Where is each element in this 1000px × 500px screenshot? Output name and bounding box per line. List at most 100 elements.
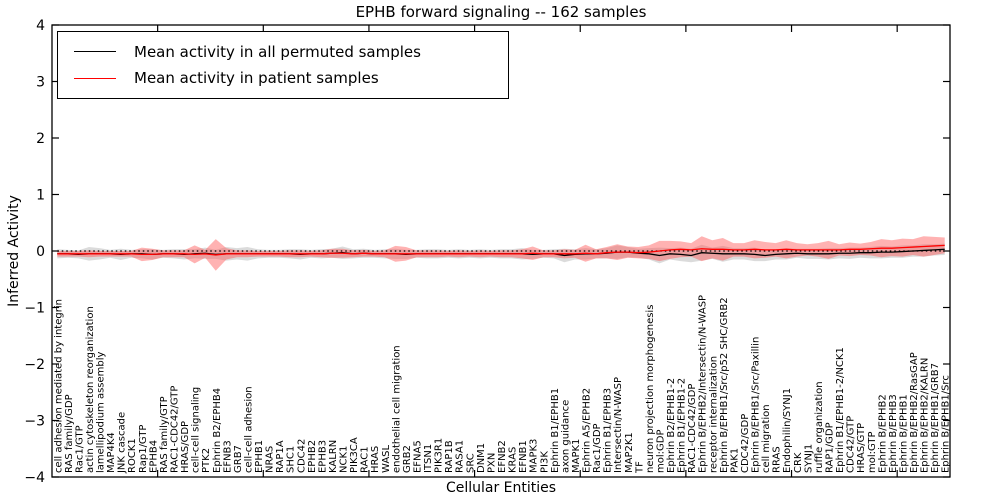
x-category-label: mol:GDP <box>655 430 666 474</box>
x-category-label: EPHB4 <box>148 440 159 473</box>
x-category-label: CDC42/GTP <box>846 416 857 473</box>
x-category-label: RAP1B <box>444 440 455 473</box>
x-category-label: cell adhesion mediated by integrin <box>53 299 64 473</box>
x-category-label: Ephrin B1/EPHB1-2/NCK1 <box>835 347 846 473</box>
x-category-label: Rac1/GTP <box>74 425 85 473</box>
x-category-label: ROCK1 <box>127 438 138 473</box>
legend-box: Mean activity in all permuted samples Me… <box>57 31 509 99</box>
x-category-label: PXN <box>486 453 497 473</box>
x-category-label: GRB7 <box>233 445 244 473</box>
x-category-label: Ephrin B2/EPHB4 <box>212 388 223 473</box>
x-category-label: Ephrin B/EPHB1/Src <box>941 375 952 473</box>
x-category-label: RRAS <box>772 446 783 473</box>
patient-mean-line <box>57 244 945 256</box>
y-axis-label: Inferred Activity <box>6 195 22 307</box>
x-category-label: RAS family/GTP <box>159 396 170 473</box>
x-category-label: MAPK1 <box>571 439 582 473</box>
legend-entry-permuted: Mean activity in all permuted samples <box>58 43 508 61</box>
x-category-label: Ephrin B/EPHB2/RasGAP <box>909 352 920 473</box>
x-category-label: WASL <box>381 444 392 473</box>
x-category-label: receptor internalization <box>708 356 719 473</box>
x-category-label: Ephrin B/EPHB3 <box>888 394 899 473</box>
legend-entry-patient: Mean activity in patient samples <box>58 69 508 87</box>
x-category-label: mol:GTP <box>867 431 878 473</box>
x-category-label: EPHB1 <box>254 440 265 473</box>
y-tick-label: −4 <box>24 470 45 486</box>
legend-label-permuted: Mean activity in all permuted samples <box>134 42 421 61</box>
patient-line-sample-icon <box>74 77 116 79</box>
x-category-label: SHC1 <box>286 446 297 473</box>
x-category-label: cell-cell signaling <box>191 387 202 473</box>
y-tick-label: 0 <box>36 244 45 260</box>
x-category-label: Ephrin B/EPHB1/Src/p52 SHC/GRB2 <box>719 297 730 473</box>
x-category-label: RAP1/GDP <box>825 422 836 473</box>
x-category-label: axon guidance <box>560 400 571 473</box>
x-category-label: PTK2 <box>201 448 212 473</box>
x-category-label: ITSN1 <box>423 444 434 473</box>
x-category-label: RAC1 <box>360 446 371 473</box>
x-category-label: Ephrin B1/EPHB3 <box>603 388 614 473</box>
x-category-label: RAS family/GDP <box>64 394 75 473</box>
x-category-label: PAK1 <box>729 448 740 473</box>
x-category-label: RAP1A <box>275 440 286 473</box>
chart-title: EPHB forward signaling -- 162 samples <box>355 3 647 21</box>
x-category-label: Ephrin B/EPHB2/KALRN <box>920 358 931 473</box>
x-category-label: Endophilin/SYNJ1 <box>782 388 793 473</box>
x-category-label: EFNB3 <box>222 440 233 473</box>
x-category-label: ruffle organization <box>814 381 825 473</box>
x-category-label: EPHB3 <box>317 440 328 473</box>
x-category-label: Ephrin B/EPHB1 <box>898 394 909 473</box>
y-tick-label: −3 <box>24 414 45 430</box>
x-category-label: EFNA5 <box>412 440 423 473</box>
y-tick-label: −1 <box>24 301 45 317</box>
x-category-label: cell-cell adhesion <box>243 386 254 473</box>
x-category-label: MAPK3 <box>529 439 540 473</box>
x-category-label: RASA1 <box>455 440 466 473</box>
x-category-label: CRK <box>793 452 804 473</box>
x-category-label: Ephrin B2/EPHB1-2 <box>666 378 677 473</box>
x-category-label: Ephrin B/EPHB1/GRB7 <box>930 363 941 473</box>
x-category-label: MAP4K4 <box>106 432 117 473</box>
x-category-label: KRAS <box>508 447 519 473</box>
y-tick-label: 4 <box>36 18 45 34</box>
x-category-label: PIK3R1 <box>434 438 445 473</box>
x-axis-label: Cellular Entities <box>445 480 557 496</box>
x-category-label: Ephrin B/EPHB2 <box>877 394 888 473</box>
x-category-label: Rac1/GDP <box>592 423 603 473</box>
x-category-label: RAC1-CDC42/GDP <box>687 384 698 473</box>
x-category-label: MAP2K1 <box>624 432 635 473</box>
x-category-label: EPHB2 <box>307 440 318 473</box>
x-category-label: Ephrin B1/EPHB1 <box>550 388 561 473</box>
x-category-label: cell migration <box>761 404 772 473</box>
x-category-label: lamellipodium assembly <box>96 351 107 473</box>
x-category-label: NCK1 <box>339 446 350 473</box>
x-category-label: EFNB2 <box>497 440 508 473</box>
x-category-label: NRAS <box>265 446 276 473</box>
x-category-label: TF <box>634 461 645 474</box>
x-category-label: EFNB1 <box>518 440 529 473</box>
x-category-label: CDC42 <box>296 439 307 473</box>
x-category-label: SYNJ1 <box>803 444 814 473</box>
x-category-label: HRAS/GTP <box>856 423 867 473</box>
y-tick-label: −2 <box>24 357 45 373</box>
x-category-label: Ephrin B1/EPHB1-2 <box>677 378 688 473</box>
x-category-label: Ephrin B/EPHB2/Intersectin/N-WASP <box>698 295 709 473</box>
y-tick-label: 3 <box>36 75 45 91</box>
x-category-label: RAC1-CDC42/GTP <box>169 386 180 473</box>
x-category-label: actin cytoskeleton reorganization <box>85 306 96 473</box>
x-category-label: Rap1/GTP <box>138 425 149 473</box>
x-category-label: PIK3CA <box>349 437 360 473</box>
x-category-label: HRAS/GDP <box>180 421 191 473</box>
y-tick-label: 1 <box>36 188 45 204</box>
x-category-label: CDC42/GDP <box>740 414 751 473</box>
x-category-label: DNM1 <box>476 443 487 473</box>
y-tick-label: 2 <box>36 131 45 147</box>
x-category-label: GRB2 <box>402 445 413 473</box>
x-category-label: neuron projection morphogenesis <box>645 305 656 473</box>
x-category-label: KALRN <box>328 440 339 473</box>
x-category-label: Intersectin/N-WASP <box>613 377 624 473</box>
x-category-label: SRC <box>465 453 476 473</box>
permuted-line-sample-icon <box>74 51 116 53</box>
